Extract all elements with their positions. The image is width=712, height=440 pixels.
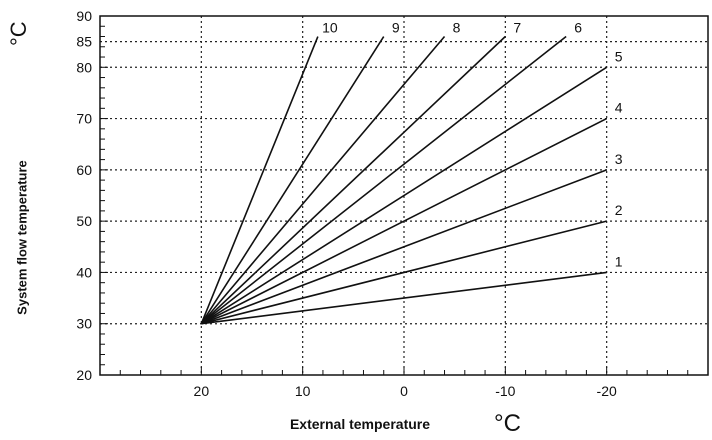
curve-10-label: 10 — [322, 20, 338, 36]
y-axis-title: System flow temperature — [14, 160, 30, 315]
curve-7-label: 7 — [513, 20, 521, 36]
x-tick-label: -20 — [597, 383, 617, 399]
curve-9-line — [200, 36, 385, 325]
curve-7-line — [200, 35, 506, 325]
axis-ticks — [99, 15, 709, 376]
y-tick-label: 50 — [76, 213, 92, 229]
y-tick-label: 60 — [76, 162, 92, 178]
curve-6-line — [200, 35, 567, 325]
x-axis-title: External temperature — [289, 416, 431, 432]
curve-6-label: 6 — [574, 20, 582, 36]
curve-8-label: 8 — [453, 20, 461, 36]
curve-10-line — [200, 36, 319, 325]
y-tick-label: 20 — [76, 367, 92, 383]
y-tick-label: 85 — [76, 34, 92, 50]
curve-4-line — [200, 117, 608, 325]
x-unit-label: °C — [494, 410, 521, 437]
curve-9-label: 9 — [392, 20, 400, 36]
series-lines: 1 2 3 4 5 6 7 8 9 10 — [200, 20, 623, 325]
y-tick-label: 30 — [76, 316, 92, 332]
y-unit-label: °C — [6, 21, 31, 46]
curve-3-label: 3 — [615, 151, 623, 167]
x-tick-label: 0 — [400, 383, 408, 399]
curve-2-line — [201, 220, 607, 325]
y-tick-label: 80 — [76, 59, 92, 75]
curve-5-label: 5 — [615, 48, 623, 64]
curve-5-line — [200, 66, 608, 325]
x-tick-label: 10 — [295, 383, 311, 399]
curve-3-line — [201, 169, 607, 325]
curve-2-label: 2 — [615, 202, 623, 218]
curve-1-label: 1 — [615, 253, 623, 269]
x-tick-label: -10 — [495, 383, 515, 399]
x-tick-label: 20 — [194, 383, 210, 399]
curve-1-line — [201, 271, 607, 325]
y-tick-label: 70 — [76, 111, 92, 127]
y-tick-label: 90 — [76, 8, 92, 24]
curve-4-label: 4 — [615, 100, 623, 116]
curve-8-line — [200, 35, 446, 325]
y-tick-label: 40 — [76, 264, 92, 280]
tick-labels: 20 10 0 -10 -20 20 30 40 50 60 70 80 85 90 — [76, 8, 617, 399]
